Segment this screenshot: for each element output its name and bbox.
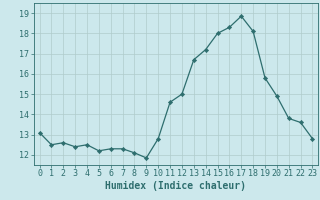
X-axis label: Humidex (Indice chaleur): Humidex (Indice chaleur) xyxy=(106,181,246,191)
